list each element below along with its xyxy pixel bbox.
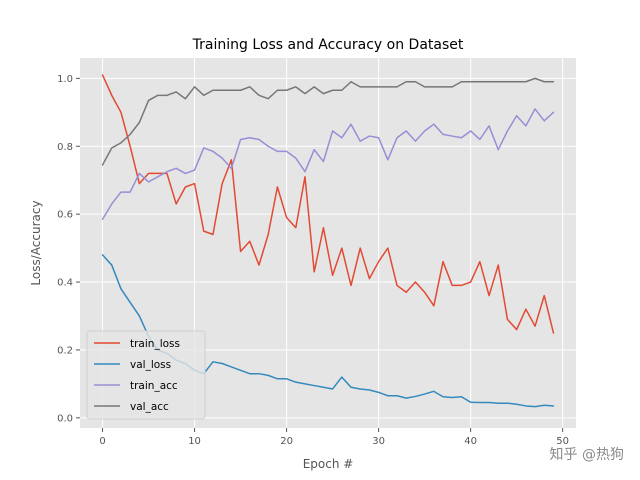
series-line-val-acc [101, 77, 555, 166]
series-line-train-acc [101, 108, 555, 220]
series-line-train-loss [101, 74, 555, 334]
y-tick-label: 0.6 [57, 210, 73, 221]
chart-title: Training Loss and Accuracy on Dataset [192, 37, 464, 53]
watermark-text: 知乎 @热狗 [550, 446, 624, 463]
y-tick-label: 0.0 [57, 413, 73, 424]
legend-label-train-acc: train_acc [130, 380, 178, 392]
legend: train_loss val_loss train_acc val_acc [86, 330, 206, 420]
x-tick-label: 20 [280, 436, 293, 447]
y-tick-label: 1.0 [57, 74, 73, 85]
legend-label-train-loss: train_loss [130, 338, 180, 350]
x-tick-label: 10 [188, 436, 201, 447]
ticks: 0 10 20 30 40 50 0.0 0.2 0.4 0.6 0.8 1.0 [57, 74, 569, 447]
legend-frame [86, 330, 206, 420]
y-tick-label: 0.2 [57, 345, 73, 356]
x-axis-label: Epoch # [303, 457, 354, 471]
x-tick-label: 30 [372, 436, 385, 447]
y-axis-label: Loss/Accuracy [29, 200, 43, 285]
x-tick-label: 40 [464, 436, 477, 447]
x-tick-label: 0 [99, 436, 105, 447]
x-tick-label: 50 [556, 436, 569, 447]
y-tick-label: 0.8 [57, 142, 73, 153]
watermark: 知乎 @热狗 [550, 446, 624, 463]
legend-label-val-acc: val_acc [130, 401, 169, 413]
legend-label-val-loss: val_loss [130, 359, 171, 371]
y-tick-label: 0.4 [57, 278, 73, 289]
